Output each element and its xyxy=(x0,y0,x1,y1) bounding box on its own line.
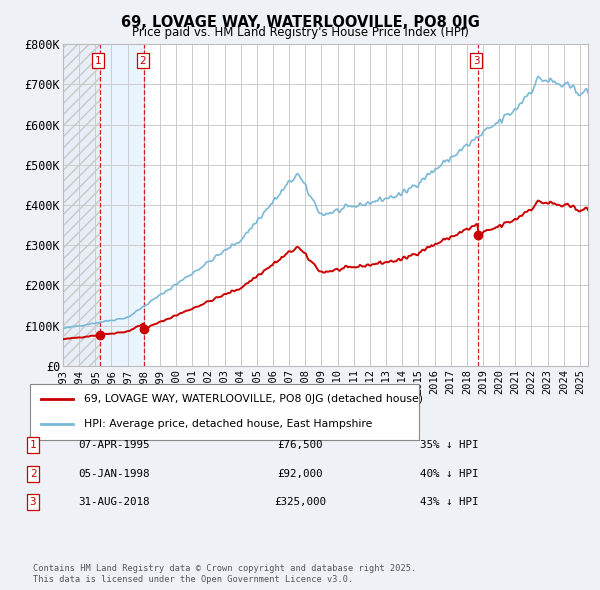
Text: 1: 1 xyxy=(95,55,101,65)
Text: 2: 2 xyxy=(139,55,146,65)
Text: 35% ↓ HPI: 35% ↓ HPI xyxy=(420,441,479,450)
Text: 69, LOVAGE WAY, WATERLOOVILLE, PO8 0JG: 69, LOVAGE WAY, WATERLOOVILLE, PO8 0JG xyxy=(121,15,479,30)
Text: £76,500: £76,500 xyxy=(277,441,323,450)
Text: Price paid vs. HM Land Registry's House Price Index (HPI): Price paid vs. HM Land Registry's House … xyxy=(131,26,469,39)
Text: 1: 1 xyxy=(30,441,36,450)
Bar xyxy=(63,44,100,366)
Text: £92,000: £92,000 xyxy=(277,469,323,478)
Text: 3: 3 xyxy=(30,497,36,507)
Text: 07-APR-1995: 07-APR-1995 xyxy=(78,441,149,450)
Text: 3: 3 xyxy=(473,55,479,65)
Text: Contains HM Land Registry data © Crown copyright and database right 2025.: Contains HM Land Registry data © Crown c… xyxy=(33,565,416,573)
Text: 05-JAN-1998: 05-JAN-1998 xyxy=(78,469,149,478)
Text: £325,000: £325,000 xyxy=(274,497,326,507)
Text: This data is licensed under the Open Government Licence v3.0.: This data is licensed under the Open Gov… xyxy=(33,575,353,584)
Text: 43% ↓ HPI: 43% ↓ HPI xyxy=(420,497,479,507)
Text: HPI: Average price, detached house, East Hampshire: HPI: Average price, detached house, East… xyxy=(84,419,373,429)
Bar xyxy=(100,44,144,366)
Text: 69, LOVAGE WAY, WATERLOOVILLE, PO8 0JG (detached house): 69, LOVAGE WAY, WATERLOOVILLE, PO8 0JG (… xyxy=(84,394,423,404)
Text: 31-AUG-2018: 31-AUG-2018 xyxy=(78,497,149,507)
Text: 2: 2 xyxy=(30,469,36,478)
FancyBboxPatch shape xyxy=(30,384,419,440)
Text: 40% ↓ HPI: 40% ↓ HPI xyxy=(420,469,479,478)
